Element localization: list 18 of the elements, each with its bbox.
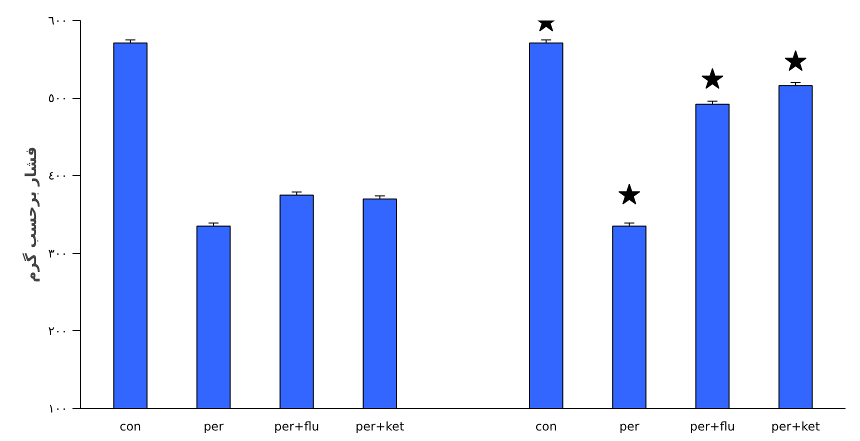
point [618, 184, 640, 204]
x-tick-label: con [535, 420, 557, 434]
x-tick-label: per+flu [274, 420, 320, 434]
y-tick-label: ٦٠٠ [48, 14, 68, 28]
x-tick-label: per+ket [771, 420, 820, 434]
y-tick-label: ٢٠٠ [48, 324, 68, 338]
y-tick-label: ٤٠٠ [48, 168, 68, 183]
point [784, 50, 807, 72]
point [701, 68, 724, 89]
y-tick-label: ٥٠٠ [48, 91, 68, 106]
x-tick-label: per [204, 420, 224, 434]
y-tick-label: ١٠٠ [48, 402, 68, 416]
x-tick-label: per+flu [690, 420, 736, 434]
x-tick-label: per+ket [356, 420, 404, 434]
x-tick-label: per [619, 420, 640, 434]
x-tick-label: con [120, 420, 142, 434]
y-axis-title: فشار برحسب گرم [22, 146, 40, 282]
y-tick-label: ٣٠٠ [48, 246, 68, 260]
